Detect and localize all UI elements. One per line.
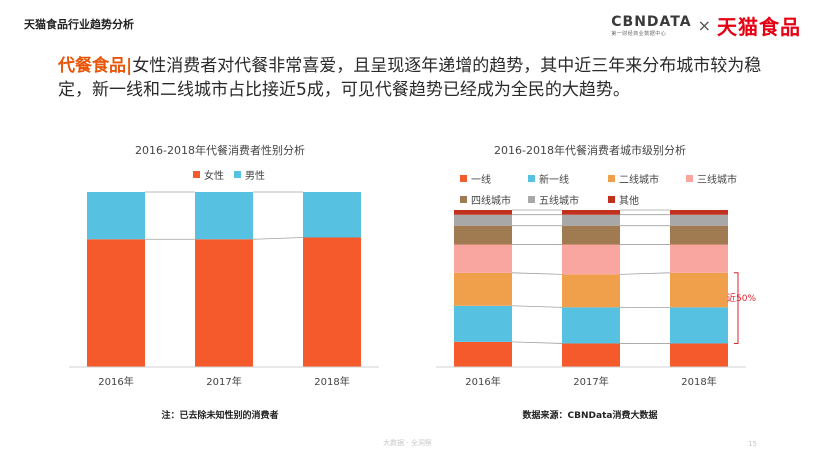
legend-swatch-other (608, 196, 615, 203)
bar-segment (562, 343, 620, 367)
bar-segment (670, 307, 728, 344)
legend-item-tier5: 五线城市 (528, 192, 579, 207)
bar-segment (454, 244, 512, 273)
page-number: 15 (748, 440, 757, 448)
annotation-bracket (734, 272, 739, 344)
headline-separator: | (126, 56, 133, 76)
cbndata-logo: CBNDATA 第一财经商业数据中心 (611, 14, 691, 37)
legend-label-tier2: 二线城市 (619, 175, 659, 186)
bar-segment (670, 244, 728, 273)
city-chart-plot: 2016年 2017年 2018年 (436, 209, 746, 388)
legend-swatch-tier4 (460, 196, 467, 203)
legend-label-tier4: 四线城市 (471, 196, 511, 207)
connector-line (511, 305, 563, 308)
bar-segment (303, 192, 361, 238)
bar-segment (670, 225, 728, 245)
legend-label-other: 其他 (619, 196, 639, 207)
gender-chart-plot: 2016年 2017年 2018年 (69, 191, 379, 388)
x-tick-label: 2017年 (573, 375, 608, 388)
bar-segment (303, 237, 361, 367)
bar-segment (562, 210, 620, 215)
city-chart-annotation: 近50% (727, 294, 757, 304)
legend-swatch-tier3 (686, 175, 693, 182)
legend-swatch-tier5 (528, 196, 535, 203)
legend-item-new-tier1: 新一线 (528, 171, 569, 186)
brand-logos: CBNDATA 第一财经商业数据中心 × 天猫食品 (611, 8, 801, 42)
bar-segment (454, 214, 512, 226)
legend-label-male: 男性 (245, 171, 265, 182)
bar-segment (454, 305, 512, 342)
headline: 代餐食品|女性消费者对代餐非常喜爱，且呈现逐年递增的趋势，其中近三年来分布城市较… (58, 54, 774, 102)
x-tick-label: 2018年 (314, 375, 349, 388)
legend-swatch-tier2 (608, 175, 615, 182)
legend-label-tier5: 五线城市 (539, 196, 579, 207)
bar-segment (454, 225, 512, 245)
bar-segment (670, 343, 728, 367)
legend-item-tier3: 三线城市 (686, 171, 737, 186)
gender-chart-title: 2016-2018年代餐消费者性别分析 (135, 144, 305, 157)
gender-chart-note: 注：已去除未知性别的消费者 (161, 411, 279, 421)
city-chart-title: 2016-2018年代餐消费者城市级别分析 (494, 144, 686, 157)
bar-segment (454, 210, 512, 215)
city-chart-source: 数据来源：CBNData消费大数据 (522, 411, 658, 421)
cbndata-logo-subtitle: 第一财经商业数据中心 (611, 30, 667, 37)
legend-label-tier1: 一线 (471, 175, 491, 186)
bar-segment (562, 307, 620, 344)
bar-segment (195, 239, 253, 367)
connector-line (511, 341, 563, 344)
headline-text: 女性消费者对代餐非常喜爱，且呈现逐年递增的趋势，其中近三年来分布城市较为稳定，新… (58, 56, 762, 100)
bar-segment (670, 214, 728, 226)
section-title: 天猫食品行业趋势分析 (24, 18, 134, 31)
legend-item-tier2: 二线城市 (608, 171, 659, 186)
legend-swatch-female (193, 171, 200, 178)
bar-segment (195, 192, 253, 240)
bar-segment (454, 341, 512, 367)
headline-highlight: 代餐食品 (58, 56, 126, 76)
cbndata-logo-text: CBNDATA (611, 13, 692, 30)
connector-line (252, 237, 304, 240)
legend-item-male: 男性 (234, 167, 265, 182)
legend-item-tier4: 四线城市 (460, 192, 511, 207)
legend-label-female: 女性 (204, 171, 224, 182)
bar-segment (670, 272, 728, 308)
connector-line (619, 272, 671, 275)
x-tick-label: 2016年 (98, 375, 133, 388)
x-tick-label: 2017年 (206, 375, 241, 388)
bar-segment (670, 210, 728, 215)
legend-item-tier1: 一线 (460, 171, 491, 186)
legend-item-female: 女性 (193, 167, 224, 182)
connector-line (511, 272, 563, 275)
x-tick-label: 2016年 (465, 375, 500, 388)
legend-item-other: 其他 (608, 192, 639, 207)
bar-segment (562, 274, 620, 308)
tmall-food-logo: 天猫食品 (717, 14, 801, 39)
bar-segment (562, 244, 620, 275)
bar-segment (454, 272, 512, 306)
legend-swatch-tier1 (460, 175, 467, 182)
x-tick-label: 2018年 (681, 375, 716, 388)
bar-segment (87, 192, 145, 240)
brand-separator: × (697, 15, 711, 35)
bar-segment (562, 225, 620, 245)
legend-swatch-male (234, 171, 241, 178)
bar-segment (562, 214, 620, 226)
footer-text: 大数据 · 全洞察 (383, 439, 432, 447)
legend-label-tier3: 三线城市 (697, 175, 737, 186)
legend-label-new-tier1: 新一线 (539, 175, 569, 186)
legend-swatch-new-tier1 (528, 175, 535, 182)
bar-segment (87, 239, 145, 367)
